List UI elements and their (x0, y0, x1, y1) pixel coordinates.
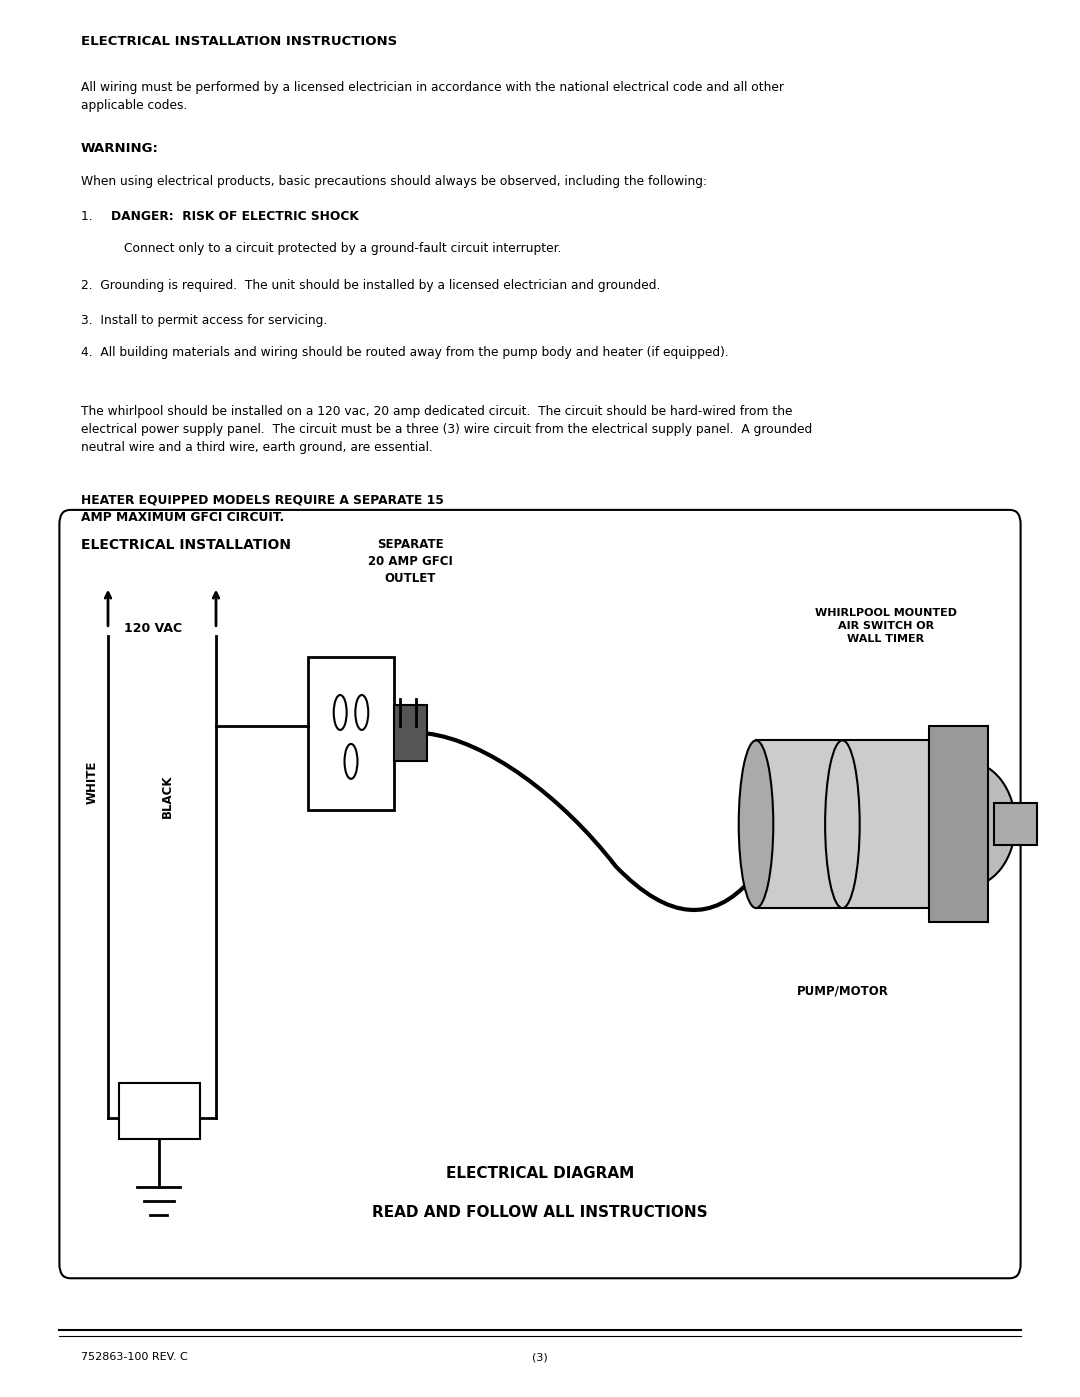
Text: When using electrical products, basic precautions should always be observed, inc: When using electrical products, basic pr… (81, 175, 707, 187)
Text: Connect only to a circuit protected by a ground-fault circuit interrupter.: Connect only to a circuit protected by a… (124, 242, 562, 254)
Text: (3): (3) (532, 1352, 548, 1362)
FancyBboxPatch shape (59, 510, 1021, 1278)
Bar (994, 803, 1037, 845)
Text: 1.: 1. (81, 210, 100, 222)
Ellipse shape (739, 740, 773, 908)
Text: WARNING:: WARNING: (81, 142, 159, 155)
Text: ELECTRICAL DIAGRAM: ELECTRICAL DIAGRAM (446, 1166, 634, 1180)
Text: 120 VAC: 120 VAC (124, 622, 183, 634)
Text: 3.  Install to permit access for servicing.: 3. Install to permit access for servicin… (81, 314, 327, 327)
Text: ELECTRICAL INSTALLATION: ELECTRICAL INSTALLATION (81, 538, 291, 552)
Text: BLACK: BLACK (161, 774, 174, 819)
Text: HEATER EQUIPPED MODELS REQUIRE A SEPARATE 15
AMP MAXIMUM GFCI CIRCUIT.: HEATER EQUIPPED MODELS REQUIRE A SEPARAT… (81, 493, 444, 524)
Ellipse shape (825, 740, 860, 908)
Text: 752863-100 REV. C: 752863-100 REV. C (81, 1352, 188, 1362)
Text: 4.  All building materials and wiring should be routed away from the pump body a: 4. All building materials and wiring sho… (81, 346, 729, 359)
Text: PUMP/MOTOR: PUMP/MOTOR (796, 985, 889, 997)
Text: DANGER:  RISK OF ELECTRIC SHOCK: DANGER: RISK OF ELECTRIC SHOCK (111, 210, 359, 222)
Text: READ AND FOLLOW ALL INSTRUCTIONS: READ AND FOLLOW ALL INSTRUCTIONS (373, 1206, 707, 1220)
Text: The whirlpool should be installed on a 120 vac, 20 amp dedicated circuit.  The c: The whirlpool should be installed on a 1… (81, 405, 812, 454)
Text: 2.  Grounding is required.  The unit should be installed by a licensed electrici: 2. Grounding is required. The unit shoul… (81, 279, 660, 292)
Bar (929, 726, 988, 922)
Bar (756, 740, 929, 908)
Text: ELECTRICAL INSTALLATION INSTRUCTIONS: ELECTRICAL INSTALLATION INSTRUCTIONS (81, 35, 397, 47)
Text: WHIRLPOOL MOUNTED
AIR SWITCH OR
WALL TIMER: WHIRLPOOL MOUNTED AIR SWITCH OR WALL TIM… (814, 608, 957, 644)
Circle shape (918, 761, 1015, 887)
Ellipse shape (345, 743, 357, 780)
Bar (394, 705, 427, 761)
Text: GND.: GND. (143, 1105, 175, 1116)
Text: WHITE: WHITE (85, 760, 98, 805)
Text: SEPARATE
20 AMP GFCI
OUTLET: SEPARATE 20 AMP GFCI OUTLET (368, 538, 453, 585)
Text: All wiring must be performed by a licensed electrician in accordance with the na: All wiring must be performed by a licens… (81, 81, 784, 112)
Ellipse shape (334, 696, 347, 729)
FancyBboxPatch shape (119, 1083, 200, 1139)
Ellipse shape (355, 696, 368, 729)
Bar (308, 657, 394, 810)
